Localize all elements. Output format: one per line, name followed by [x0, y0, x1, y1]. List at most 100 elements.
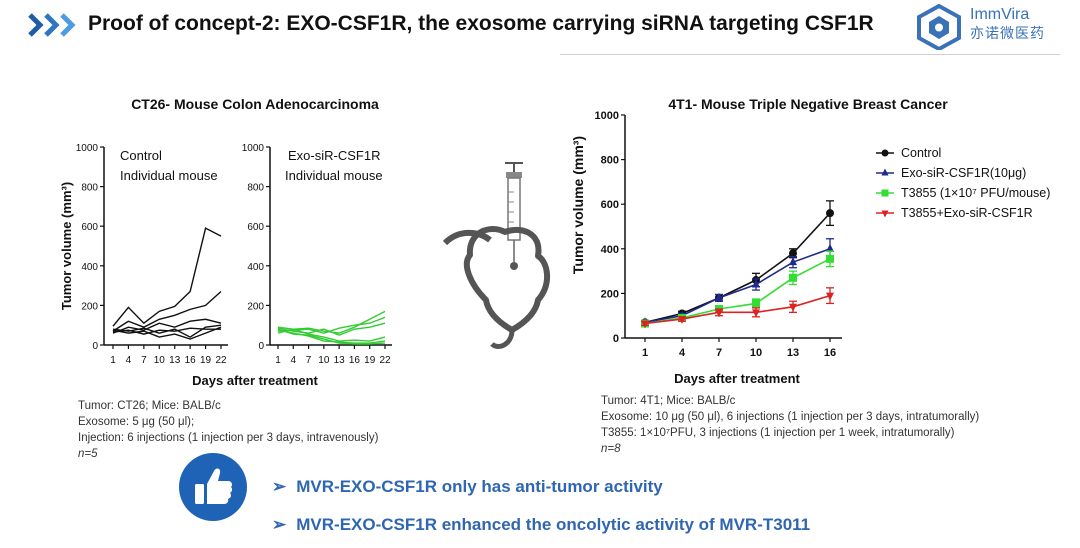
data-point	[789, 249, 797, 258]
4t1-detail-n: n=8	[601, 443, 621, 455]
series-line-1	[112, 227, 222, 327]
series-line-3	[277, 322, 386, 336]
x-tick-label: 16	[349, 355, 361, 366]
ct26-control-label: Control	[120, 148, 162, 163]
y-tick-label: 1000	[595, 110, 619, 122]
data-point	[826, 243, 834, 252]
x-tick-label: 13	[787, 347, 799, 359]
ct26-exo-label: Exo-siR-CSF1R	[288, 148, 380, 163]
legend-label: T3855 (1×10⁷ PFU/mouse)	[901, 186, 1050, 200]
x-tick-label: 13	[334, 355, 346, 366]
x-tick-label: 1	[642, 347, 648, 359]
page-title: Proof of concept-2: EXO-CSF1R, the exoso…	[88, 12, 874, 35]
series-line-2	[112, 291, 222, 332]
4t1-xlabel: Days after treatment	[674, 371, 800, 386]
4t1-legend: Control Exo-siR-CSF1R(10μg) T3855 (1×10⁷ P…	[876, 146, 1050, 220]
x-tick-label: 10	[154, 355, 166, 366]
x-tick-label: 7	[141, 355, 147, 366]
series-line-1	[644, 212, 831, 324]
data-point	[881, 210, 889, 218]
ct26-study-details: Tumor: CT26; Mice: BALB/c Exosome: 5 μg …	[78, 398, 378, 462]
ct26-detail-n: n=5	[78, 448, 98, 460]
data-point	[881, 149, 889, 157]
y-tick-label: 600	[81, 222, 98, 233]
thumbs-up-icon	[179, 453, 247, 521]
data-point	[752, 279, 760, 288]
series-line-3	[644, 258, 831, 325]
data-point	[715, 292, 723, 301]
y-tick-label: 1000	[76, 143, 99, 154]
x-tick-label: 7	[306, 355, 312, 366]
x-tick-label: 16	[185, 355, 197, 366]
hexagon-logo-icon	[917, 4, 961, 50]
y-tick-label: 400	[247, 262, 264, 273]
ct26-control-axes	[103, 147, 228, 346]
x-tick-label: 4	[291, 355, 297, 366]
data-point	[881, 189, 889, 197]
data-point	[789, 257, 797, 266]
series-line-4	[644, 294, 831, 325]
4t1-axes	[624, 115, 842, 339]
y-tick-label: 0	[258, 341, 264, 352]
x-tick-label: 19	[200, 355, 212, 366]
x-tick-label: 4	[679, 347, 686, 359]
series-line-5	[112, 327, 221, 335]
series-line-6	[277, 328, 386, 345]
header-divider	[560, 54, 1060, 55]
y-tick-label: 0	[613, 333, 619, 345]
x-tick-label: 10	[750, 347, 762, 359]
y-tick-label: 0	[92, 341, 98, 352]
y-tick-label: 200	[247, 301, 264, 312]
y-tick-label: 400	[81, 262, 98, 273]
ct26-ylabel: Tumor volume (mm³)	[59, 182, 74, 310]
x-tick-label: 22	[215, 355, 227, 366]
x-tick-label: 13	[169, 355, 181, 366]
ct26-detail-exosome: Exosome: 5 μg (50 μl);	[78, 416, 195, 428]
4t1-detail-exosome: Exosome: 10 μg (50 μl), 6 injections (1 …	[601, 411, 980, 423]
series-line-4	[277, 328, 386, 342]
y-tick-label: 1000	[242, 143, 265, 154]
x-tick-label: 22	[379, 355, 391, 366]
x-tick-label: 4	[126, 355, 132, 366]
4t1-detail-t3855: T3855: 1×10⁷PFU, 3 injections (1 injecti…	[601, 427, 955, 439]
data-point	[715, 309, 723, 318]
logo-name-en: ImmVira	[970, 6, 1030, 23]
4t1-chart-title: 4T1- Mouse Triple Negative Breast Cancer	[668, 96, 948, 112]
conclusion-text-1: MVR-EXO-CSF1R only has anti-tumor activi…	[296, 477, 663, 496]
ct26-exo-sublabel: Individual mouse	[285, 168, 383, 183]
ct26-control-sublabel: Individual mouse	[120, 168, 218, 183]
chevrons-right-icon	[28, 13, 76, 37]
data-point	[752, 299, 760, 308]
legend-label: Exo-siR-CSF1R(10μg)	[901, 166, 1026, 180]
logo-name-cn: 亦诺微医药	[970, 25, 1045, 41]
arrow-bullet-icon: ➢	[272, 515, 287, 534]
arrow-bullet-icon: ➢	[272, 477, 287, 496]
y-tick-label: 800	[601, 155, 619, 167]
series-line-6	[112, 326, 222, 340]
data-point	[752, 309, 760, 318]
data-point	[789, 273, 797, 282]
data-point	[826, 209, 834, 218]
mouse-syringe-icon	[442, 162, 550, 349]
ct26-detail-tumor: Tumor: CT26; Mice: BALB/c	[78, 400, 221, 412]
ct26-exo-axes	[269, 147, 392, 346]
ct26-xlabel: Days after treatment	[192, 373, 318, 388]
data-point	[789, 303, 797, 312]
legend-label: Control	[901, 146, 941, 160]
legend-label: T3855+Exo-siR-CSF1R	[901, 206, 1033, 220]
x-tick-label: 1	[275, 355, 281, 366]
x-tick-label: 10	[318, 355, 330, 366]
y-tick-label: 600	[247, 222, 264, 233]
data-point	[678, 316, 686, 325]
ct26-detail-injection: Injection: 6 injections (1 injection per…	[78, 432, 379, 444]
y-tick-label: 800	[247, 183, 264, 194]
x-tick-label: 19	[364, 355, 376, 366]
data-point	[826, 254, 834, 263]
conclusion-item-2: ➢ MVR-EXO-CSF1R enhanced the oncolytic ac…	[272, 515, 810, 535]
conclusion-item-1: ➢ MVR-EXO-CSF1R only has anti-tumor activ…	[272, 477, 663, 497]
y-tick-label: 400	[601, 244, 619, 256]
x-tick-label: 7	[716, 347, 722, 359]
4t1-study-details: Tumor: 4T1; Mice: BALB/c Exosome: 10 μg …	[601, 393, 979, 457]
y-tick-label: 200	[601, 288, 619, 300]
